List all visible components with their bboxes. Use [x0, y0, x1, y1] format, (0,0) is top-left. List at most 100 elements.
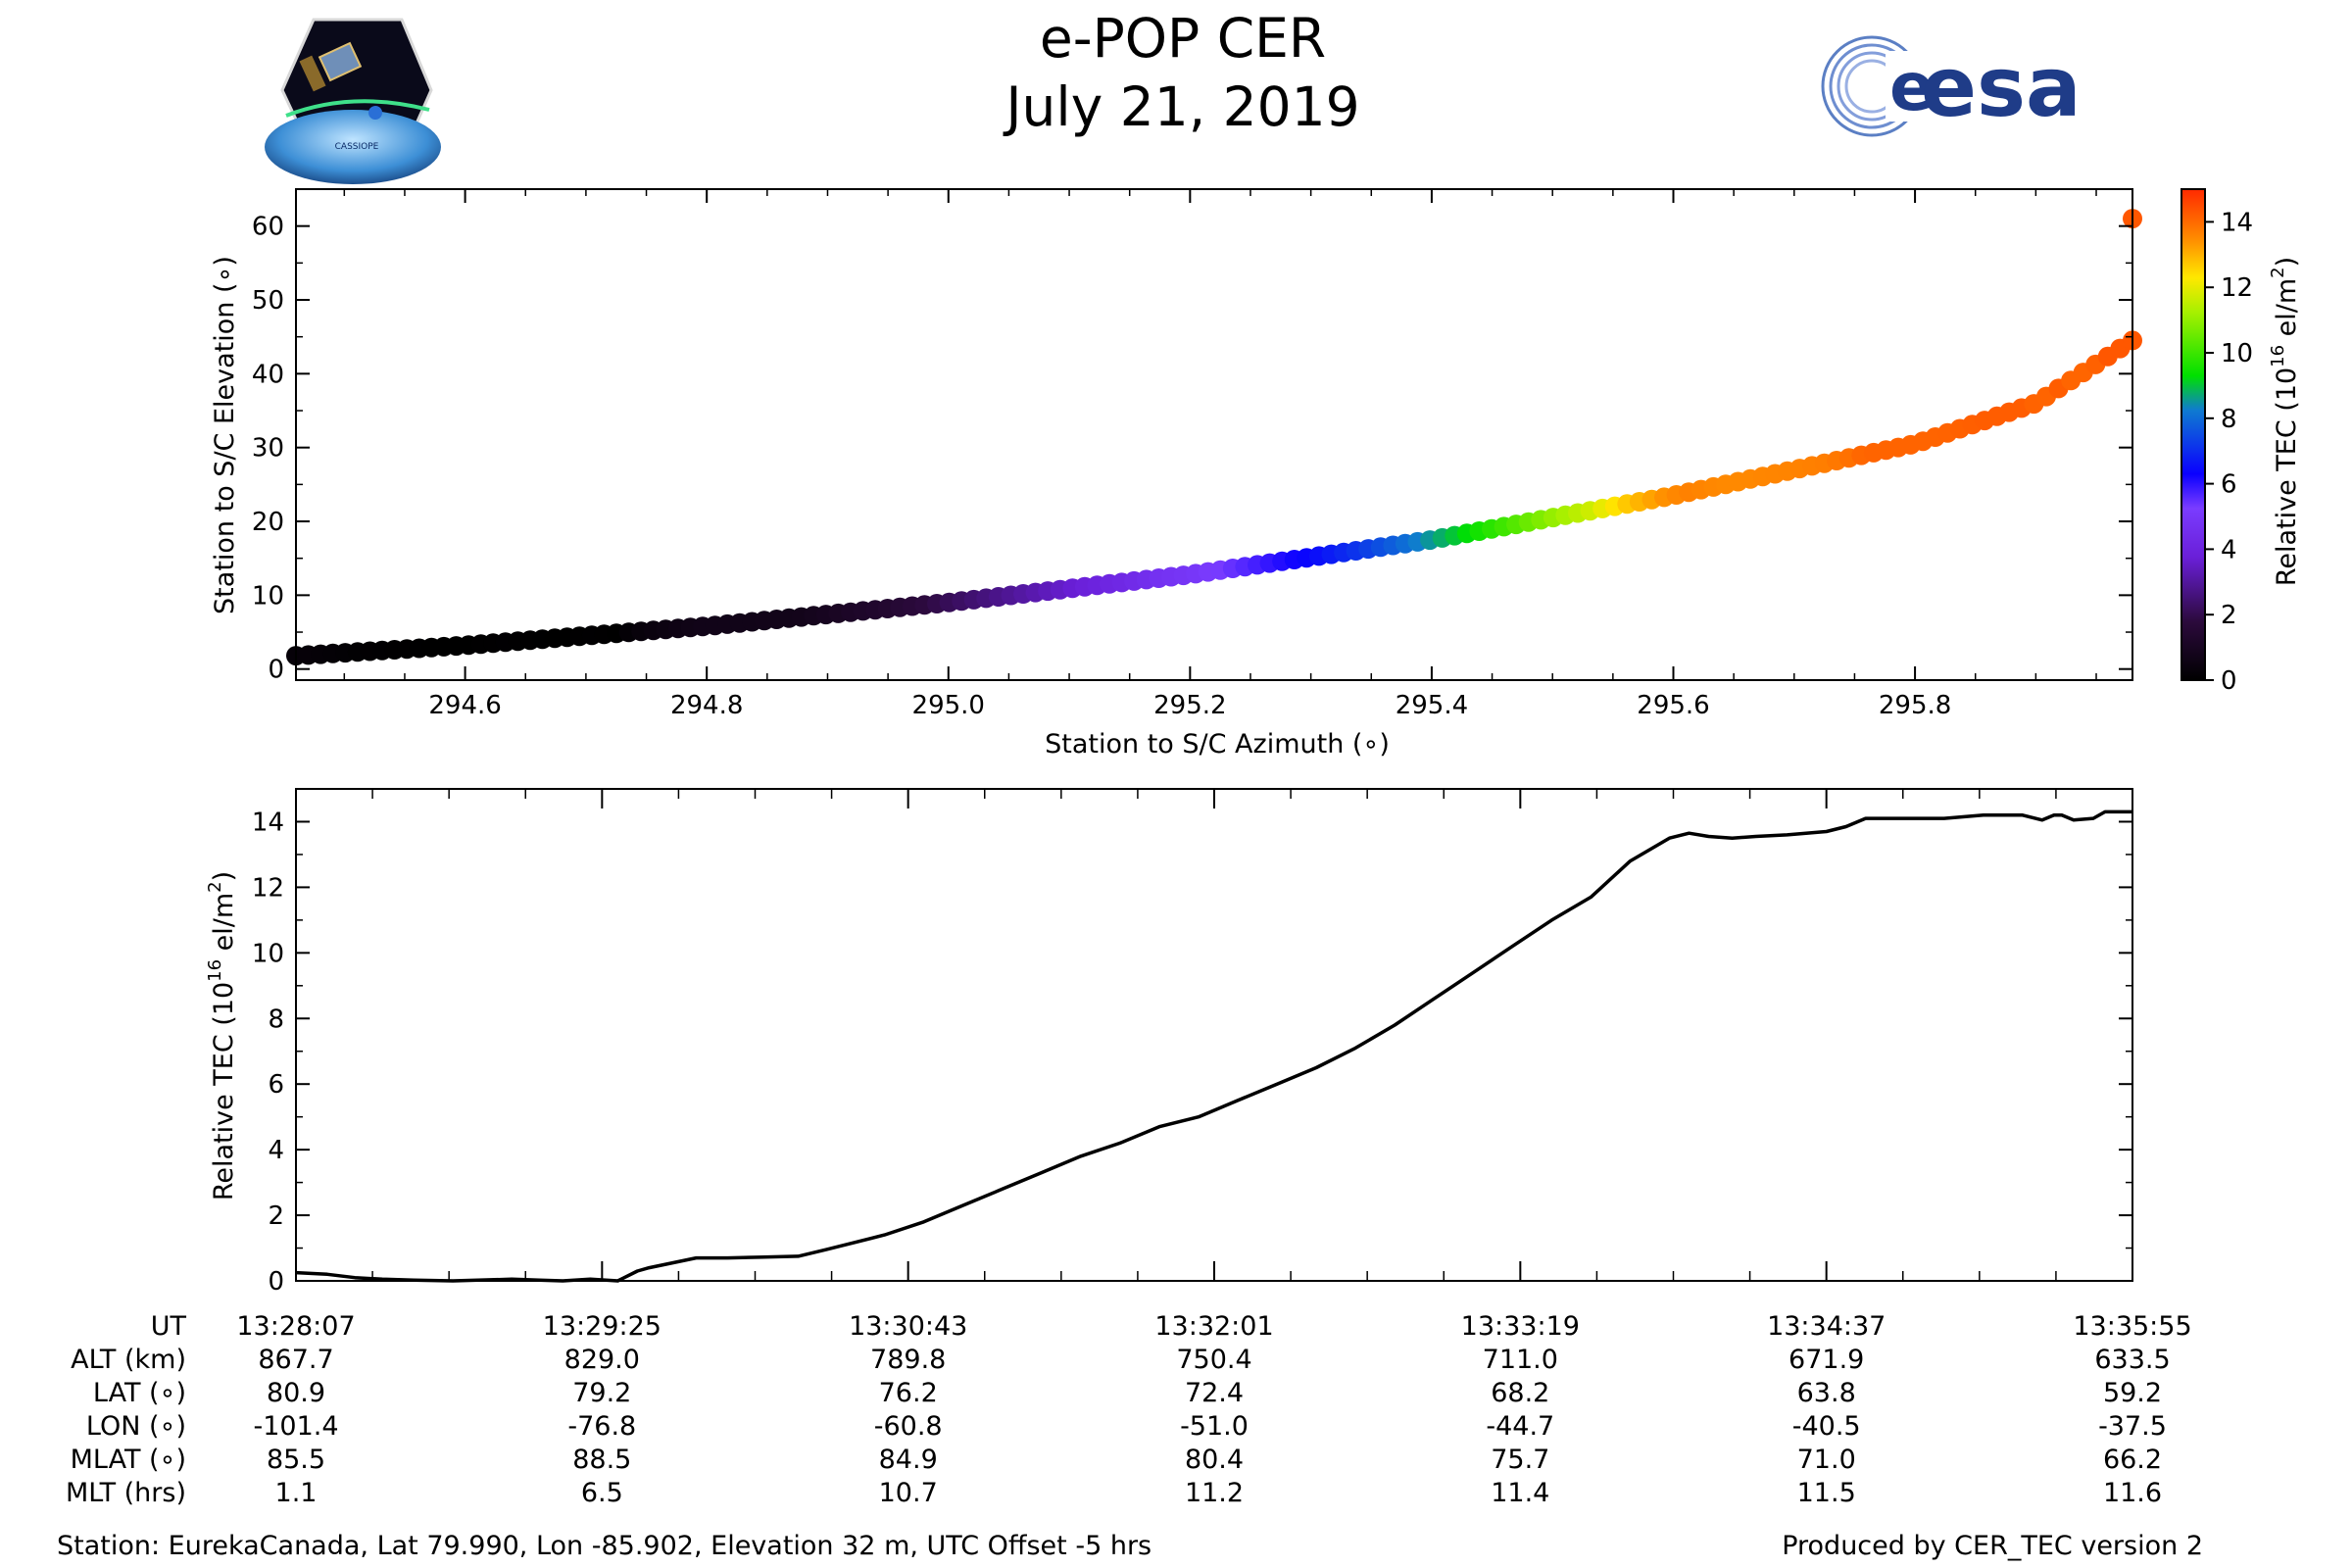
ephemeris-cell-lat: 80.9: [267, 1378, 325, 1408]
ephemeris-cell-lat: 76.2: [879, 1378, 938, 1408]
top-x-axis-label: Station to S/C Azimuth (∘): [1045, 729, 1390, 760]
bottom-y-axis-label: Relative TEC (1016 el/m2): [205, 871, 239, 1200]
ephemeris-cell-alt: 789.8: [870, 1345, 946, 1375]
ephemeris-cell-ut: 13:30:43: [849, 1311, 967, 1342]
ephemeris-cell-ut: 13:35:55: [2073, 1311, 2191, 1342]
ephemeris-cell-lat: 68.2: [1491, 1378, 1549, 1408]
tec-scatter-points: [286, 209, 2142, 666]
title-line-1: e-POP CER: [1040, 7, 1326, 70]
tec-series-line: [295, 809, 2132, 1283]
ephemeris-cell-mlat: 88.5: [572, 1445, 631, 1475]
bottom-y-tick-label: 8: [268, 1004, 284, 1034]
svg-text:e: e: [1889, 49, 1935, 126]
ephemeris-cell-mlt: 6.5: [581, 1478, 623, 1508]
solar-panel-icon: [299, 55, 326, 92]
ephemeris-cell-alt: 671.9: [1788, 1345, 1864, 1375]
top-y-tick-label: 30: [252, 434, 284, 464]
bottom-plot-ticks: 0 2 4 6 8 10 12 14: [252, 789, 2133, 1297]
ephemeris-cell-lon: -76.8: [567, 1411, 636, 1442]
top-x-tick-label: 295.6: [1637, 691, 1709, 720]
top-y-tick-label: 20: [252, 508, 284, 537]
ephemeris-cell-mlt: 11.5: [1797, 1478, 1856, 1508]
ephemeris-cell-alt: 633.5: [2094, 1345, 2170, 1375]
colorbar-label: Relative TEC (1016 el/m2): [2268, 257, 2302, 586]
tec-colorbar: 0 2 4 6 8 10 12 14 Relative TEC (1016 el/m2): [2180, 188, 2302, 696]
cassiope-logo: CASSIOPE: [265, 18, 441, 184]
ephemeris-cell-mlat: 71.0: [1797, 1445, 1856, 1475]
ephemeris-cell-lon: -40.5: [1792, 1411, 1861, 1442]
ephemeris-cell-alt: 711.0: [1483, 1345, 1558, 1375]
cassiope-logo-aurora: [285, 99, 430, 118]
ephemeris-cell-alt: 829.0: [564, 1345, 640, 1375]
ephemeris-cell-lon: -44.7: [1486, 1411, 1554, 1442]
ephemeris-row-label: LON (∘): [86, 1411, 186, 1442]
ephemeris-cell-lon: -101.4: [253, 1411, 338, 1442]
colorbar-tick-label: 8: [2221, 405, 2237, 434]
colorbar-ticks: 0 2 4 6 8 10 12 14: [2205, 208, 2253, 696]
top-x-tick-label: 295.8: [1879, 691, 1951, 720]
bottom-y-tick-label: 4: [268, 1136, 284, 1165]
ephemeris-cell-mlt: 1.1: [275, 1478, 318, 1508]
ephemeris-cell-ut: 13:29:25: [543, 1311, 662, 1342]
bottom-y-tick-label: 2: [268, 1201, 284, 1231]
ephemeris-cell-mlt: 11.2: [1185, 1478, 1244, 1508]
title-block: e-POP CER July 21, 2019: [1003, 7, 1359, 138]
ephemeris-cell-lat: 59.2: [2103, 1378, 2162, 1408]
bottom-y-tick-label: 6: [268, 1070, 284, 1100]
colorbar-tick-label: 0: [2221, 666, 2237, 696]
satellite-icon: [318, 41, 363, 82]
station-info: Station: EurekaCanada, Lat 79.990, Lon -…: [57, 1531, 1152, 1561]
top-y-tick-label: 0: [268, 656, 284, 685]
top-x-tick-label: 295.2: [1153, 691, 1226, 720]
bottom-y-tick-label: 10: [252, 939, 284, 968]
ephemeris-cell-mlat: 66.2: [2103, 1445, 2162, 1475]
top-y-tick-label: 10: [252, 581, 284, 611]
ephemeris-cell-lat: 63.8: [1797, 1378, 1856, 1408]
ephemeris-cell-ut: 13:28:07: [236, 1311, 355, 1342]
title-line-2: July 21, 2019: [1003, 75, 1359, 138]
produced-by: Produced by CER_TEC version 2: [1782, 1531, 2203, 1561]
ephemeris-cell-mlat: 84.9: [879, 1445, 938, 1475]
ephemeris-row-label: LAT (∘): [93, 1378, 186, 1408]
colorbar-tick-label: 6: [2221, 470, 2237, 500]
top-plot-ticks: 294.6 294.8 295.0 295.2 295.4 295.6 295.8 0 10 20…: [252, 189, 2132, 720]
cassiope-logo-earth: [265, 110, 441, 184]
ephemeris-cell-mlt: 11.6: [2103, 1478, 2162, 1508]
esa-logo: e esa: [1821, 35, 2082, 137]
colorbar-tick-label: 2: [2221, 601, 2237, 630]
top-x-tick-label: 295.4: [1396, 691, 1468, 720]
colorbar-gradient: [2180, 188, 2206, 681]
colorbar-tick-label: 12: [2221, 273, 2253, 303]
bottom-y-tick-label: 14: [252, 808, 284, 837]
ephemeris-cell-mlt: 11.4: [1491, 1478, 1549, 1508]
ephemeris-cell-lat: 72.4: [1185, 1378, 1244, 1408]
top-y-tick-label: 60: [252, 213, 284, 242]
top-y-tick-label: 50: [252, 286, 284, 316]
bottom-y-tick-label: 0: [268, 1267, 284, 1297]
cassiope-logo-text: CASSIOPE: [335, 142, 379, 152]
ephemeris-cell-ut: 13:32:01: [1154, 1311, 1273, 1342]
top-y-axis-label: Station to S/C Elevation (∘): [210, 256, 240, 614]
ephemeris-cell-ut: 13:33:19: [1461, 1311, 1580, 1342]
ephemeris-cell-lon: -37.5: [2098, 1411, 2167, 1442]
ephemeris-cell-mlat: 85.5: [267, 1445, 325, 1475]
ephemeris-cell-mlt: 10.7: [879, 1478, 938, 1508]
bottom-y-tick-label: 12: [252, 873, 284, 903]
esa-logo-emblem: e: [1821, 35, 1935, 137]
top-x-tick-label: 294.6: [428, 691, 501, 720]
top-plot-frame: [295, 188, 2133, 681]
ephemeris-cell-alt: 750.4: [1176, 1345, 1251, 1375]
colorbar-tick-label: 4: [2221, 535, 2237, 564]
ephemeris-cell-lon: -51.0: [1180, 1411, 1249, 1442]
elevation-azimuth-plot: 294.6 294.8 295.0 295.2 295.4 295.6 295.8 0 10 20…: [210, 188, 2142, 760]
ephemeris-cell-mlat: 75.7: [1491, 1445, 1549, 1475]
top-x-tick-label: 295.0: [912, 691, 985, 720]
tec-time-series-plot: 0 2 4 6 8 10 12 14 Relative TEC (1016 el/m2): [205, 788, 2133, 1297]
ephemeris-row-label: MLT (hrs): [66, 1478, 186, 1508]
ephemeris-row-label: MLAT (∘): [71, 1445, 186, 1475]
top-x-tick-label: 294.8: [670, 691, 743, 720]
ephemeris-row-label: UT: [151, 1311, 187, 1342]
